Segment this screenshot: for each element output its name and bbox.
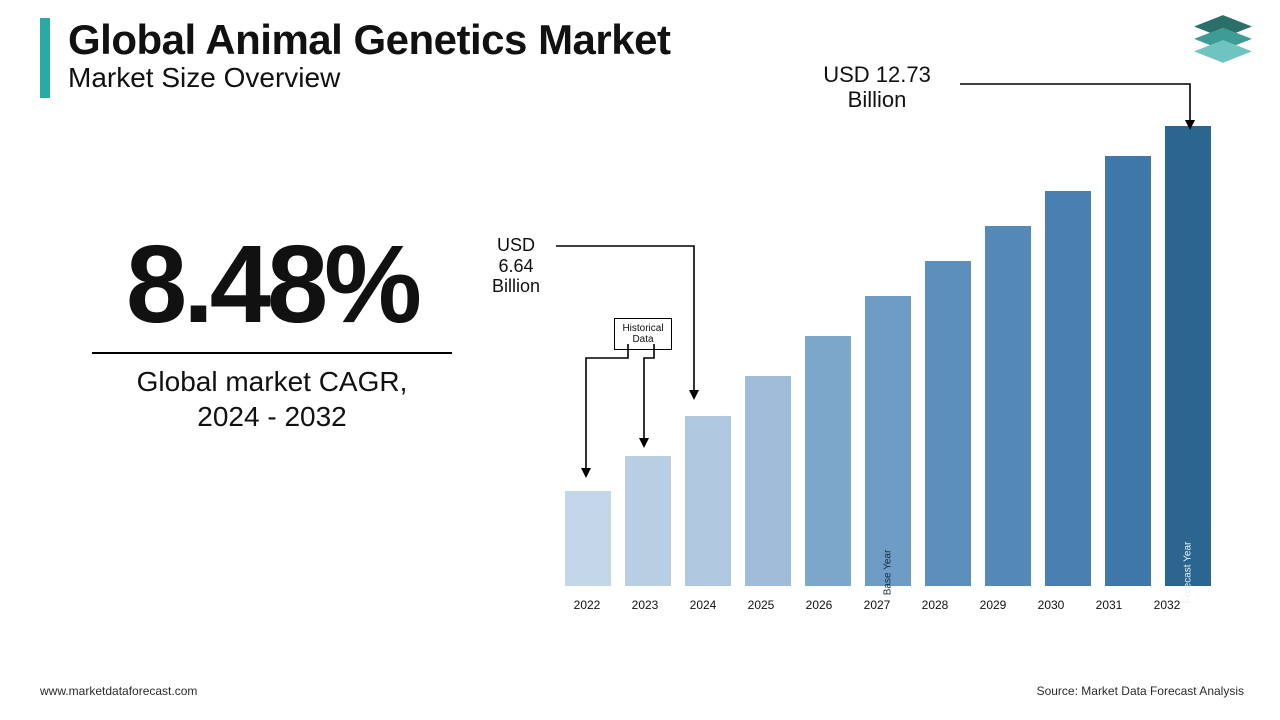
bar (805, 336, 851, 586)
x-label: 2022 (564, 598, 610, 612)
x-label: 2024 (680, 598, 726, 612)
callout-start-line2: 6.64 (498, 256, 533, 276)
bar (745, 376, 791, 586)
x-label: 2023 (622, 598, 668, 612)
bar: Forecast Year (1165, 126, 1211, 586)
page-title: Global Animal Genetics Market (68, 16, 670, 64)
x-label: 2025 (738, 598, 784, 612)
bar-wrap (1104, 156, 1152, 586)
footer-source: Source: Market Data Forecast Analysis (1037, 684, 1244, 698)
bar-inlabel: Forecast Year (1183, 542, 1194, 604)
cagr-label-line2: 2024 - 2032 (197, 401, 346, 432)
bar-chart: Base YearForecast Year 20222023202420252… (560, 140, 1240, 620)
bar (685, 416, 731, 586)
x-label: 2028 (912, 598, 958, 612)
bar (625, 456, 671, 586)
cagr-block: 8.48% Global market CAGR, 2024 - 2032 (92, 230, 452, 434)
bar-wrap (564, 491, 612, 586)
bar-wrap (804, 336, 852, 586)
callout-start-line1: USD (497, 235, 535, 255)
bar: Base Year (865, 296, 911, 586)
x-label: 2032 (1144, 598, 1190, 612)
footer-url: www.marketdataforecast.com (40, 684, 197, 698)
bar-wrap: Forecast Year (1164, 126, 1212, 586)
bar-wrap (984, 226, 1032, 586)
bar-wrap (744, 376, 792, 586)
x-label: 2027 (854, 598, 900, 612)
x-label: 2031 (1086, 598, 1132, 612)
historical-line2: Data (632, 334, 653, 345)
callout-end-line2: Billion (848, 87, 907, 112)
bar (1045, 191, 1091, 586)
logo-icon (1192, 14, 1254, 68)
x-label: 2029 (970, 598, 1016, 612)
historical-data-box: Historical Data (614, 318, 672, 350)
x-axis-labels: 2022 2023 2024 2025 2026 2027 2028 2029 2030 2031… (560, 598, 1220, 612)
cagr-label-line1: Global market CAGR, (137, 366, 408, 397)
cagr-value: 8.48% (92, 230, 452, 340)
cagr-divider (92, 352, 452, 354)
callout-start-line3: Billion (492, 276, 540, 296)
callout-start-value: USD 6.64 Billion (476, 235, 556, 297)
bar (985, 226, 1031, 586)
historical-line1: Historical (622, 323, 663, 334)
bars-container: Base YearForecast Year (560, 156, 1220, 586)
bar-wrap (684, 416, 732, 586)
bar (1105, 156, 1151, 586)
x-label: 2026 (796, 598, 842, 612)
cagr-label: Global market CAGR, 2024 - 2032 (92, 364, 452, 434)
bar-wrap (624, 456, 672, 586)
bar (925, 261, 971, 586)
bar-wrap (1044, 191, 1092, 586)
callout-end-value: USD 12.73 Billion (792, 62, 962, 113)
bar-wrap: Base Year (864, 296, 912, 586)
x-label: 2030 (1028, 598, 1074, 612)
callout-end-line1: USD 12.73 (823, 62, 931, 87)
bar-inlabel: Base Year (883, 550, 894, 596)
page-subtitle: Market Size Overview (68, 62, 670, 94)
title-accent (40, 18, 50, 98)
title-block: Global Animal Genetics Market Market Siz… (40, 16, 670, 94)
bar-wrap (924, 261, 972, 586)
bar (565, 491, 611, 586)
page: Global Animal Genetics Market Market Siz… (0, 0, 1280, 720)
